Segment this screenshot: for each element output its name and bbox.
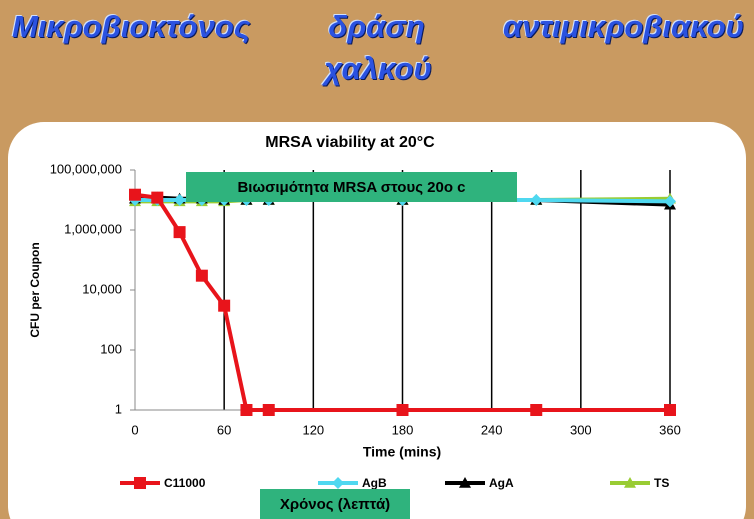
x-tick-label: 60 [217, 422, 231, 437]
legend-marker [134, 477, 146, 489]
data-point [530, 194, 543, 206]
annotation-box [260, 489, 410, 519]
x-axis-label: Time (mins) [363, 444, 441, 460]
x-tick-label: 240 [481, 422, 503, 437]
legend-entry: C11000 [120, 476, 206, 490]
legend-label: AgA [489, 476, 514, 490]
data-point [173, 226, 186, 239]
legend-label: TS [654, 476, 669, 490]
panel [8, 122, 746, 519]
legend-label: C11000 [164, 476, 206, 490]
x-tick-label: 360 [659, 422, 681, 437]
y-tick-label: 100 [100, 341, 122, 356]
data-point [173, 194, 186, 206]
annotation-box [186, 172, 517, 202]
data-point [151, 191, 164, 204]
series [129, 188, 676, 416]
data-point [240, 404, 253, 416]
legend-marker [332, 477, 344, 489]
data-point [262, 404, 275, 416]
data-point [129, 188, 141, 201]
chart-title: MRSA viability at 20°C [265, 134, 435, 151]
data-point [664, 195, 676, 208]
y-tick-label: 100,000,000 [50, 161, 122, 176]
slide-title: Μικροβιοκτόνος δράση αντιμικροβιακού χαλ… [12, 6, 744, 90]
title-line: χαλκού [324, 51, 432, 86]
data-point [530, 404, 543, 416]
y-tick-label: 10,000 [82, 281, 122, 296]
x-tick-label: 180 [392, 422, 414, 437]
y-axis-label: CFU per Coupon [28, 242, 42, 337]
x-tick-label: 0 [131, 422, 138, 437]
x-tick-label: 120 [302, 422, 324, 437]
data-point [218, 299, 231, 312]
legend-entry: TS [610, 476, 669, 490]
legend-entry: AgB [318, 476, 387, 490]
legend-marker [459, 477, 471, 488]
legend-label: AgB [362, 476, 387, 490]
annotation: Χρόνος (λεπτά) [280, 496, 390, 513]
data-point [396, 404, 409, 416]
data-point [664, 404, 676, 416]
title-line: Μικροβιοκτόνος δράση αντιμικροβιακού [12, 9, 744, 44]
legend-entry: AgA [445, 476, 514, 490]
series-line [134, 192, 670, 412]
y-tick-label: 1 [115, 401, 122, 416]
legend-marker [624, 477, 636, 488]
x-tick-label: 300 [570, 422, 592, 437]
y-tick-label: 1,000,000 [64, 221, 122, 236]
data-point [195, 269, 208, 282]
annotation: Βιωσιμότητα MRSA στους 20ο c [237, 179, 465, 196]
